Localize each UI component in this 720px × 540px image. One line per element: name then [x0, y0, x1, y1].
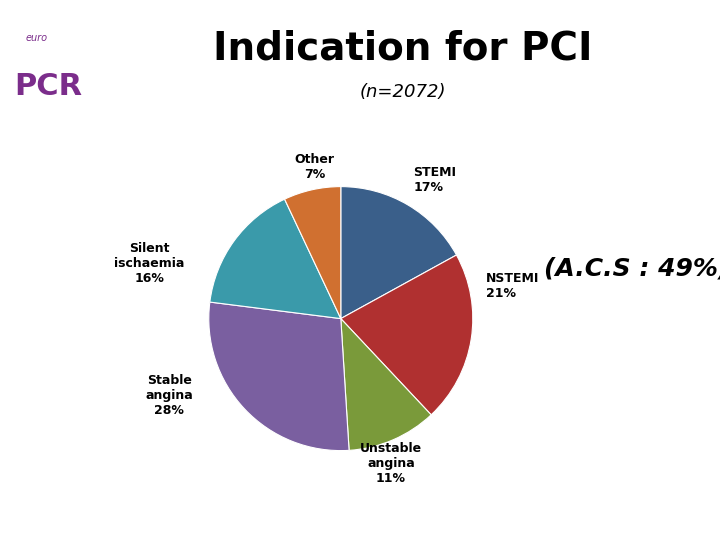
- Text: NSTEMI
21%: NSTEMI 21%: [486, 272, 539, 300]
- Wedge shape: [210, 199, 341, 319]
- Text: STEMI
17%: STEMI 17%: [413, 166, 456, 194]
- Text: Unstable
angina
11%: Unstable angina 11%: [360, 442, 422, 485]
- Wedge shape: [341, 255, 473, 415]
- Text: euro: euro: [25, 33, 48, 43]
- Wedge shape: [284, 187, 341, 319]
- Wedge shape: [209, 302, 349, 450]
- Text: Stable
angina
28%: Stable angina 28%: [145, 374, 193, 417]
- Text: Silent
ischaemia
16%: Silent ischaemia 16%: [114, 242, 184, 285]
- Text: (n=2072): (n=2072): [360, 83, 446, 101]
- Text: (A.C.S : 49%): (A.C.S : 49%): [544, 256, 720, 280]
- Text: PCR: PCR: [14, 72, 83, 101]
- Text: Indication for PCI: Indication for PCI: [213, 30, 593, 68]
- Text: Other
7%: Other 7%: [294, 153, 334, 181]
- Wedge shape: [341, 187, 456, 319]
- Wedge shape: [341, 319, 431, 450]
